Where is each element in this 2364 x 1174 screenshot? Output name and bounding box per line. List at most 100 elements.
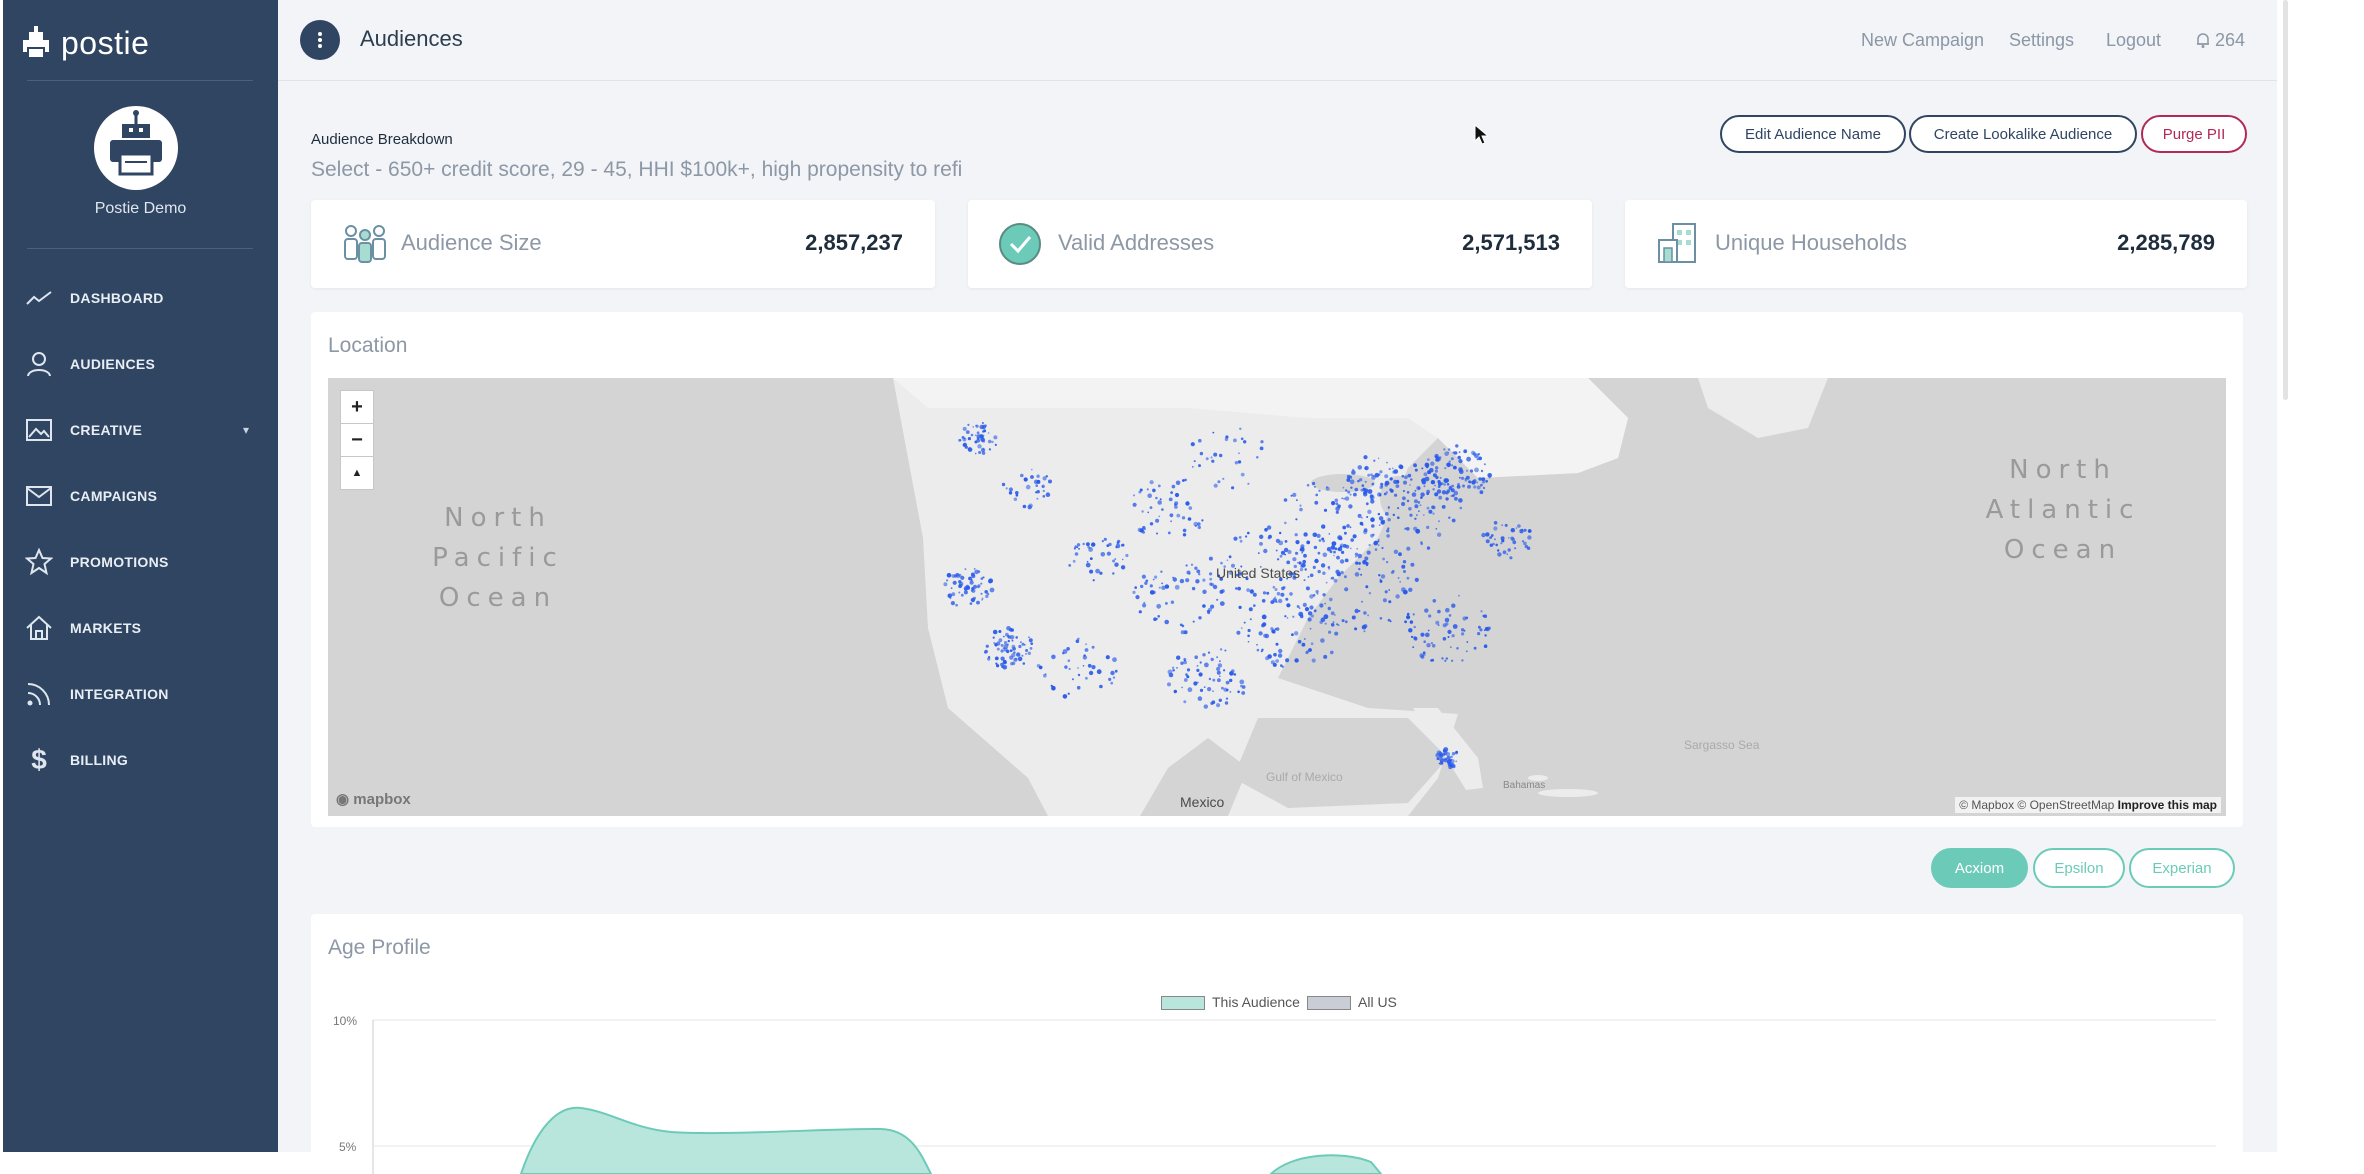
map-density-dot [1447,629,1452,634]
improve-map-link[interactable]: Improve this map [2117,798,2217,812]
map-density-dot [1293,564,1297,569]
map-density-dot [1225,697,1229,700]
map-density-dot [1201,519,1204,522]
create-lookalike-button[interactable]: Create Lookalike Audience [1909,115,2137,153]
sidebar-item-audiences[interactable]: AUDIENCES [3,331,278,397]
map-density-dot [1228,555,1232,559]
map-density-dot [1259,542,1263,546]
map-density-dot [1284,521,1287,525]
acxiom-source-button[interactable]: Acxiom [1931,848,2028,888]
map-density-dot [1152,578,1155,581]
map-density-dot [1321,537,1325,541]
map-density-dot [1256,648,1260,652]
sidebar-item-label: AUDIENCES [70,356,156,372]
map-density-dot [1346,524,1350,528]
map-density-dot [1423,640,1426,643]
map-density-dot [1309,573,1314,578]
map-density-dot [1410,478,1413,481]
zoom-out-button[interactable]: − [340,423,374,457]
page-scrollbar-track[interactable] [2277,0,2364,1152]
sidebar-item-billing[interactable]: $ BILLING [3,727,278,793]
map-density-dot [1357,479,1360,483]
map-density-dot [969,580,974,585]
map-density-dot [1312,593,1316,597]
map-density-dot [984,651,987,654]
epsilon-source-button[interactable]: Epsilon [2033,848,2125,888]
settings-link[interactable]: Settings [2009,30,2075,50]
map-density-dot [1458,594,1460,597]
map-density-dot [1184,478,1187,482]
map-density-dot [1028,638,1033,643]
map-density-dot [1247,634,1250,638]
map-density-dot [1450,488,1455,493]
legend-swatch-all-us[interactable] [1307,996,1351,1010]
map-density-dot [1364,480,1367,483]
edit-audience-name-button[interactable]: Edit Audience Name [1720,115,1906,153]
map-density-dot [1506,553,1509,556]
sidebar-item-campaigns[interactable]: CAMPAIGNS [3,463,278,529]
compass-button[interactable]: ▲ [340,456,374,490]
attribution-text[interactable]: © Mapbox © OpenStreetMap [1959,798,2115,812]
map-density-dot [1507,548,1511,552]
zoom-in-button[interactable]: + [340,390,374,424]
new-campaign-link[interactable]: New Campaign [1861,30,1985,50]
chevron-down-icon[interactable]: ▾ [243,423,250,437]
experian-source-button[interactable]: Experian [2129,848,2235,888]
map-density-dot [1193,681,1198,686]
sidebar-item-markets[interactable]: MARKETS [3,595,278,661]
map-density-dot [1091,645,1095,649]
map-density-dot [1005,487,1008,490]
map-density-dot [1432,473,1437,478]
map-density-dot [1012,647,1016,651]
audience-map[interactable]: + − ▲ North Pacific Ocean North Atlantic… [328,378,2226,816]
map-density-dot [1450,646,1452,648]
map-density-dot [1036,474,1040,478]
map-density-dot [1409,513,1413,517]
map-density-dot [1404,527,1407,530]
map-density-dot [1067,659,1071,662]
map-density-dot [1089,557,1093,560]
notifications-button[interactable]: 264 [2196,30,2245,51]
check-circle-icon [999,223,1041,265]
sidebar-item-integration[interactable]: INTEGRATION [3,661,278,727]
map-density-dot [1344,575,1347,579]
map-density-dot [1333,578,1338,583]
brand-logo[interactable]: postie [21,18,149,68]
map-density-dot [1402,589,1408,595]
map-density-dot [1264,528,1268,532]
map-density-dot [1381,546,1384,550]
map-density-dot [1451,464,1454,467]
map-density-dot [967,423,970,426]
map-density-dot [1074,545,1077,548]
map-density-dot [1363,611,1367,615]
map-density-dot [1272,585,1276,589]
map-density-dot [1426,489,1430,494]
avatar[interactable] [94,106,178,190]
map-density-dot [1291,633,1294,637]
map-density-dot [1344,558,1349,563]
map-density-dot [979,434,984,439]
logout-link[interactable]: Logout [2106,30,2162,50]
map-density-dot [1456,485,1461,489]
sidebar-item-creative[interactable]: CREATIVE ▾ [3,397,278,463]
mapbox-logo[interactable]: ◉ mapbox [336,790,411,808]
purge-pii-button[interactable]: Purge PII [2141,115,2247,153]
more-menu-button[interactable] [300,20,340,60]
sidebar-item-dashboard[interactable]: DASHBOARD [3,265,278,331]
map-density-dot [981,451,986,455]
map-density-dot [1330,545,1336,550]
sidebar-item-promotions[interactable]: PROMOTIONS [3,529,278,595]
map-density-dot [1183,700,1187,704]
map-density-dot [1149,522,1154,526]
scrollbar-thumb[interactable] [2283,0,2288,400]
map-density-dot [1141,574,1146,579]
map-density-dot [950,587,953,590]
map-density-dot [1008,487,1014,492]
map-density-dot [1220,591,1223,594]
map-density-dot [1212,431,1215,434]
map-density-dot [1157,500,1162,505]
map-density-dot [1171,666,1175,669]
map-density-dot [1463,629,1466,632]
map-density-dot [1078,547,1080,550]
legend-swatch-audience[interactable] [1161,996,1205,1010]
